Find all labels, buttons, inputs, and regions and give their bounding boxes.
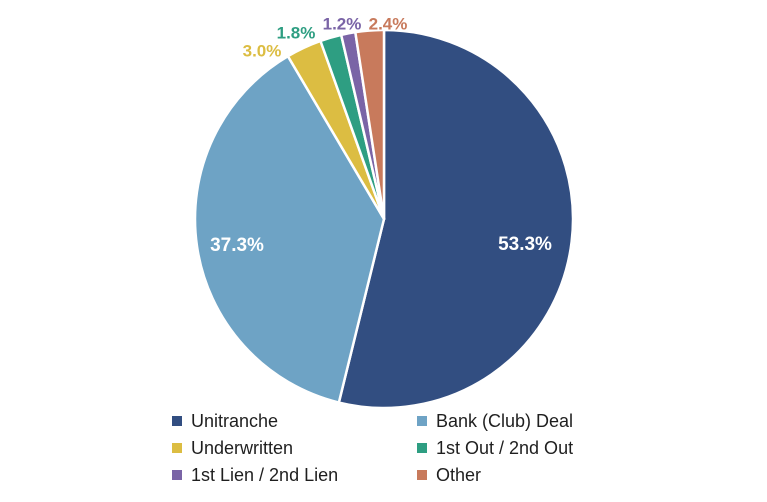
legend-item-unitranche: Unitranche [172, 408, 278, 434]
legend-label-unitranche: Unitranche [191, 411, 279, 431]
legend-label-1st-out-2nd-out: 1st Out / 2nd Out [436, 438, 574, 458]
legend-label-bank-club-deal: Bank (Club) Deal [436, 411, 574, 431]
legend-swatch-unitranche [172, 416, 182, 426]
legend-item-underwritten: Underwritten [172, 435, 293, 461]
pie-slice-bank-club-deal [193, 54, 386, 404]
data-label-bank-club-deal: 37.3% [210, 235, 264, 256]
legend-item-1st-out-2nd-out: 1st Out / 2nd Out [417, 435, 573, 461]
legend-item-1st-lien-2nd-lien: 1st Lien / 2nd Lien [172, 462, 338, 488]
legend-swatch-underwritten [172, 443, 182, 453]
legend-swatch-bank-club-deal [417, 416, 427, 426]
pie-slices [193, 28, 575, 410]
data-label-1st-lien-2nd-lien: 1.2% [323, 14, 362, 33]
legend-swatch-1st-lien-2nd-lien [172, 470, 182, 480]
legend-label-underwritten: Underwritten [191, 438, 294, 458]
pie-slice-other [354, 28, 386, 221]
data-label-unitranche: 53.3% [498, 234, 552, 255]
legend-item-other: Other [417, 462, 481, 488]
legend-label-other: Other [436, 465, 482, 485]
data-label-1st-out-2nd-out: 1.8% [277, 23, 316, 42]
legend-item-bank-club-deal: Bank (Club) Deal [417, 408, 573, 434]
legend-swatch-other [417, 470, 427, 480]
legend-swatch-1st-out-2nd-out [417, 443, 427, 453]
legend: Unitranche Bank (Club) Deal Underwritten 1s… [172, 408, 602, 498]
data-label-underwritten: 3.0% [243, 41, 282, 60]
data-label-other: 2.4% [369, 14, 408, 33]
legend-label-1st-lien-2nd-lien: 1st Lien / 2nd Lien [191, 465, 339, 485]
pie-labels: 53.3% 37.3% 3.0%1.8% 1.2% 2.4% [210, 14, 552, 256]
pie-slice-unitranche [337, 28, 575, 410]
